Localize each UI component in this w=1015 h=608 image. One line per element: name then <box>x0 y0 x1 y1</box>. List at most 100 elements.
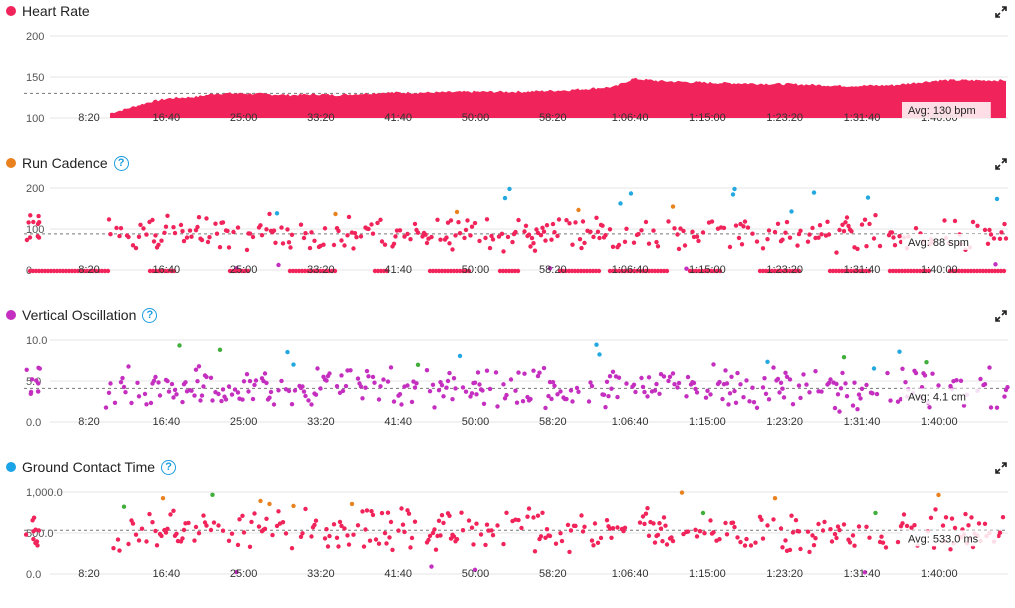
data-point <box>195 379 200 384</box>
data-point <box>574 385 580 391</box>
data-point <box>568 388 574 393</box>
data-point <box>289 546 295 551</box>
data-point <box>415 362 421 367</box>
x-tick-label: 50:00 <box>462 112 490 124</box>
data-point <box>366 226 371 232</box>
data-point <box>678 226 683 231</box>
x-tick-label: 58:20 <box>539 416 567 428</box>
data-point <box>210 398 215 403</box>
data-point <box>727 391 733 396</box>
data-point <box>480 388 485 393</box>
data-point <box>948 547 953 552</box>
data-point <box>544 527 550 532</box>
data-point <box>402 529 407 535</box>
data-point <box>909 525 914 530</box>
data-point <box>267 501 272 507</box>
data-point <box>949 516 955 521</box>
data-point <box>493 370 499 375</box>
data-point <box>513 229 518 235</box>
data-point <box>193 524 199 530</box>
data-point <box>273 240 278 245</box>
data-point <box>327 371 332 376</box>
data-point <box>463 227 469 233</box>
data-point <box>298 222 304 227</box>
x-tick-label: 1:06:40 <box>612 112 649 124</box>
data-point <box>927 405 932 410</box>
data-point <box>258 498 263 504</box>
data-point <box>852 543 857 548</box>
data-point <box>489 233 494 239</box>
data-point <box>172 230 178 236</box>
data-point <box>24 367 29 372</box>
help-icon[interactable]: ? <box>113 155 129 171</box>
expand-icon[interactable] <box>995 462 1007 474</box>
data-point <box>750 385 755 390</box>
data-point <box>133 245 139 251</box>
expand-icon[interactable] <box>995 310 1007 322</box>
data-point <box>168 512 173 517</box>
data-point <box>376 541 382 546</box>
data-point <box>771 517 776 522</box>
data-point <box>429 564 434 569</box>
data-point <box>414 381 419 386</box>
data-point <box>345 233 350 238</box>
data-point <box>754 239 760 244</box>
data-point <box>225 228 230 234</box>
data-point <box>771 365 776 370</box>
data-point <box>603 233 608 238</box>
data-point <box>235 542 241 548</box>
data-point <box>136 538 142 543</box>
data-point <box>570 242 575 247</box>
data-point <box>400 522 406 527</box>
data-point <box>264 380 269 386</box>
data-point <box>136 234 142 239</box>
data-point <box>376 397 382 402</box>
data-point <box>607 227 613 232</box>
data-point <box>606 394 611 399</box>
data-point <box>573 523 578 529</box>
data-point <box>528 244 533 249</box>
help-icon[interactable]: ? <box>161 459 177 475</box>
data-point <box>433 547 439 552</box>
data-point <box>871 236 877 241</box>
data-point <box>919 385 925 390</box>
data-point <box>364 368 370 374</box>
data-point <box>913 370 919 376</box>
data-point <box>117 548 122 553</box>
data-point <box>118 226 124 231</box>
data-point <box>391 399 397 404</box>
data-point <box>810 225 815 231</box>
panel-title-label: Vertical Oscillation <box>22 307 137 323</box>
data-point <box>547 533 553 539</box>
data-point <box>216 391 221 397</box>
data-point <box>313 518 319 523</box>
expand-icon[interactable] <box>995 6 1007 18</box>
data-point <box>30 518 35 523</box>
data-point <box>736 235 742 241</box>
help-icon[interactable]: ? <box>142 307 158 323</box>
data-point <box>336 544 341 549</box>
panel-title-label: Heart Rate <box>22 3 90 19</box>
data-point <box>538 534 544 539</box>
data-point <box>351 532 356 537</box>
data-point <box>153 374 158 380</box>
data-point <box>895 539 901 545</box>
data-point <box>276 509 281 514</box>
data-point <box>487 386 493 392</box>
data-point <box>271 228 277 233</box>
x-tick-label: 1:31:40 <box>844 568 881 580</box>
data-point <box>412 221 418 227</box>
data-point <box>412 519 418 524</box>
data-point <box>153 528 158 534</box>
expand-icon[interactable] <box>995 158 1007 170</box>
data-point <box>399 506 404 511</box>
data-point <box>655 532 661 538</box>
data-point <box>670 204 676 209</box>
data-point <box>778 526 784 531</box>
data-point <box>535 230 541 236</box>
data-point <box>760 246 766 251</box>
data-point <box>765 237 770 242</box>
data-point <box>361 544 367 549</box>
data-point <box>607 374 613 379</box>
data-point <box>841 522 847 527</box>
